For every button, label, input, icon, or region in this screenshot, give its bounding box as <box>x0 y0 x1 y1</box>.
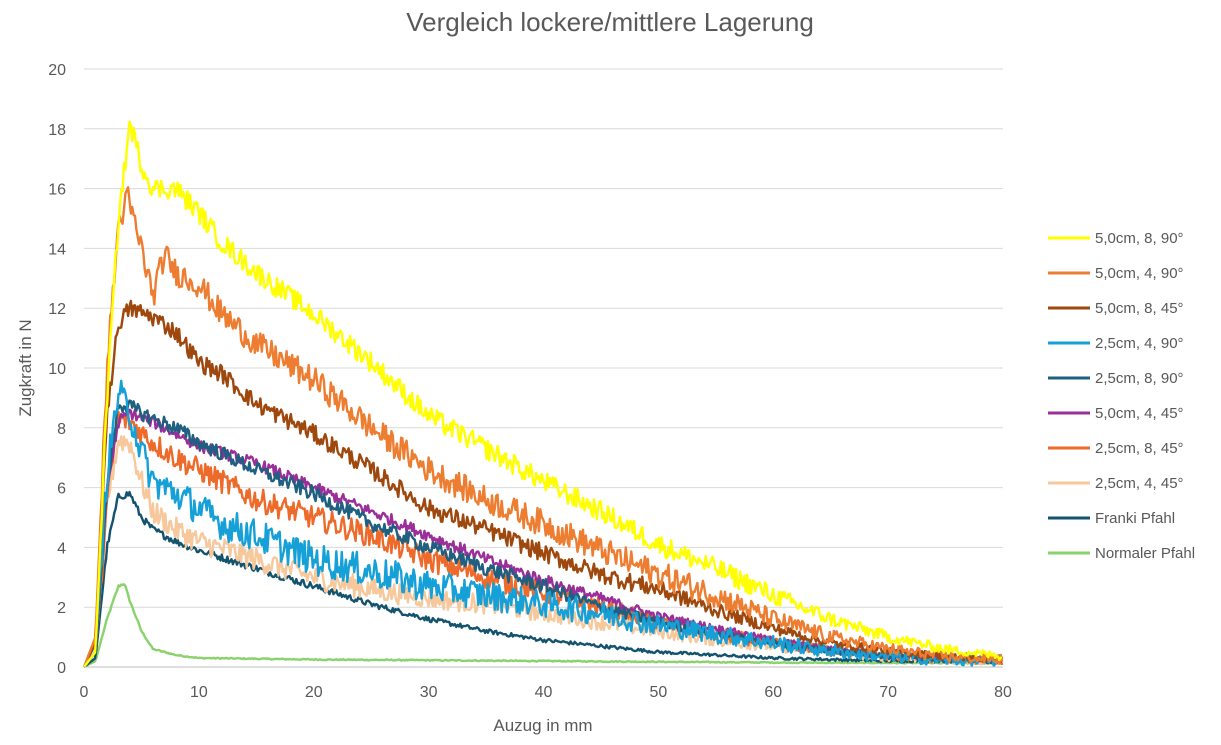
legend-label: 2,5cm, 4, 45° <box>1095 475 1184 492</box>
legend-label: 5,0cm, 4, 90° <box>1095 265 1184 282</box>
y-tick-label: 10 <box>48 361 66 378</box>
plot-area <box>82 120 1004 669</box>
x-axis-title: Auzug in mm <box>493 716 592 735</box>
series-line <box>83 583 1003 669</box>
legend: 5,0cm, 8, 90° 5,0cm, 4, 90° 5,0cm, 8, 45° 2… <box>1048 230 1195 562</box>
y-tick-label: 20 <box>48 62 66 79</box>
x-tick-label: 30 <box>420 684 438 701</box>
legend-label: Franki Pfahl <box>1095 510 1175 527</box>
y-tick-label: 16 <box>48 182 66 199</box>
y-tick-label: 0 <box>57 660 66 677</box>
gridlines <box>84 68 1003 608</box>
x-axis-ticks: 0 10 20 30 40 50 60 70 80 <box>80 684 1012 701</box>
chart-title: Vergleich lockere/mittlere Lagerung <box>406 7 814 37</box>
legend-label: 2,5cm, 8, 45° <box>1095 440 1184 457</box>
y-tick-label: 6 <box>57 481 66 498</box>
series-line <box>82 186 1004 668</box>
legend-label: 5,0cm, 8, 45° <box>1095 300 1184 317</box>
x-tick-label: 20 <box>305 684 323 701</box>
legend-label: 2,5cm, 8, 90° <box>1095 370 1184 387</box>
y-tick-label: 12 <box>48 301 66 318</box>
x-tick-label: 80 <box>994 684 1012 701</box>
y-axis-ticks: 0 2 4 6 8 10 12 14 16 18 20 <box>48 62 66 677</box>
legend-label: 5,0cm, 8, 90° <box>1095 230 1184 247</box>
y-tick-label: 2 <box>57 600 66 617</box>
legend-label: Normaler Pfahl <box>1095 545 1195 562</box>
y-axis-title: Zugkraft in N <box>16 319 35 416</box>
y-tick-label: 8 <box>57 421 66 438</box>
x-tick-label: 10 <box>190 684 208 701</box>
x-tick-label: 50 <box>649 684 667 701</box>
series-line <box>83 120 1003 668</box>
y-tick-label: 14 <box>48 241 66 258</box>
series-line <box>83 490 1004 668</box>
x-tick-label: 40 <box>535 684 553 701</box>
x-tick-label: 70 <box>879 684 897 701</box>
x-tick-label: 0 <box>80 684 89 701</box>
legend-label: 5,0cm, 4, 45° <box>1095 405 1184 422</box>
series-line <box>82 379 1003 668</box>
y-tick-label: 4 <box>57 540 66 557</box>
legend-label: 2,5cm, 4, 90° <box>1095 335 1184 352</box>
y-tick-label: 18 <box>48 122 66 139</box>
x-tick-label: 60 <box>764 684 782 701</box>
